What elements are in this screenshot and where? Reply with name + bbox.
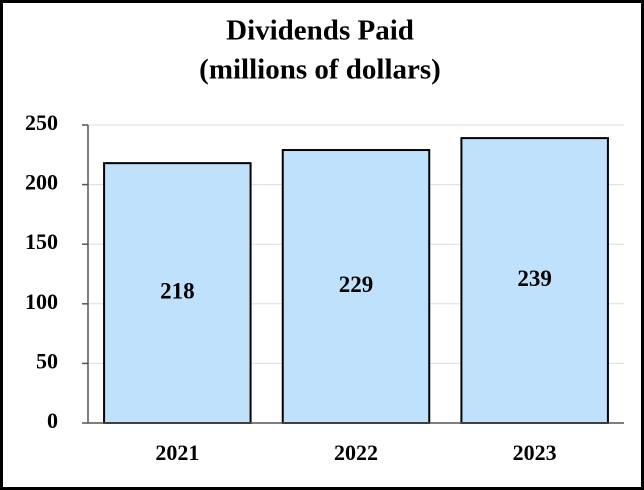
- chart-title: Dividends Paid: [226, 15, 414, 47]
- value-label: 239: [517, 266, 552, 291]
- y-tick-label: 100: [25, 289, 58, 314]
- x-tick-label: 2021: [155, 440, 199, 465]
- bar: [281, 149, 431, 424]
- value-label: 229: [339, 272, 374, 297]
- chart-subtitle: (millions of dollars): [199, 54, 441, 86]
- y-tick-label: 50: [36, 348, 58, 373]
- bar: [103, 162, 252, 424]
- y-tick-label: 250: [25, 110, 58, 135]
- y-tick-label: 150: [25, 229, 58, 254]
- y-tick-label: 200: [25, 170, 58, 195]
- x-tick-label: 2023: [513, 440, 557, 465]
- x-tick-label: 2022: [334, 440, 378, 465]
- value-label: 218: [160, 278, 195, 303]
- y-tick-label: 0: [47, 408, 58, 433]
